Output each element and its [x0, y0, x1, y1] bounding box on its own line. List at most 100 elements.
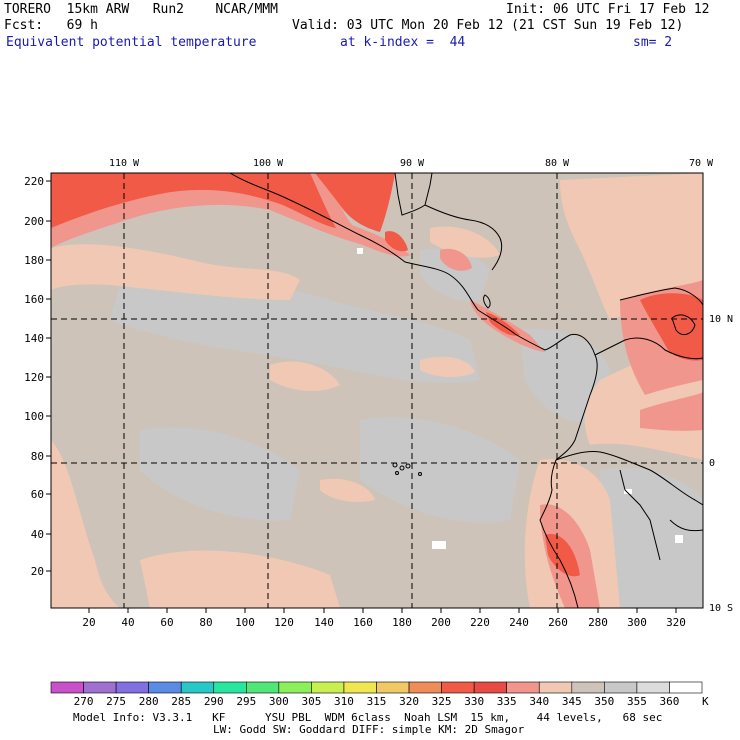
- colorbar-swatch: [180, 681, 215, 694]
- physics-info: LW: Godd SW: Goddard DIFF: simple KM: 2D…: [213, 723, 525, 736]
- colorbar-swatch: [441, 681, 475, 694]
- x-label: 260: [548, 616, 568, 629]
- colorbar-label: 345: [562, 695, 582, 708]
- colorbar-label: 290: [204, 695, 224, 708]
- y-label: 220: [24, 175, 44, 188]
- colorbar-swatch: [311, 681, 345, 694]
- model-title: TORERO 15km ARW Run2 NCAR/MMM: [4, 2, 278, 17]
- colorbar-swatch: [669, 681, 703, 694]
- colorbar-swatch: [571, 681, 605, 694]
- colorbar-label: 285: [171, 695, 191, 708]
- colorbar-label: 355: [627, 695, 647, 708]
- colorbar-label: 320: [399, 695, 419, 708]
- left-ticks: [46, 180, 51, 572]
- light-spots: [357, 248, 683, 549]
- colorbar-swatch: [213, 681, 247, 694]
- colorbar-swatch: [408, 681, 442, 694]
- colorbar-label: 360: [660, 695, 680, 708]
- lon-label: 90 W: [400, 158, 425, 169]
- colorbar-label: 310: [334, 695, 354, 708]
- x-label: 180: [392, 616, 412, 629]
- x-label: 120: [274, 616, 294, 629]
- y-label: 20: [31, 565, 44, 578]
- colorbar-swatch: [343, 681, 377, 694]
- left-axis-labels: 20 40 60 80 100 120 140 160 180 200 220: [24, 175, 44, 578]
- x-label: 320: [666, 616, 686, 629]
- red-core: [51, 173, 703, 577]
- x-label: 280: [588, 616, 608, 629]
- colorbar-label: 275: [106, 695, 126, 708]
- colorbar-label: 305: [301, 695, 321, 708]
- colorbar-label: 280: [139, 695, 159, 708]
- colorbar-label: 335: [497, 695, 517, 708]
- colorbar-label: 340: [529, 695, 549, 708]
- colorbar-swatch: [278, 681, 312, 694]
- colorbar-label: 315: [367, 695, 387, 708]
- y-label: 100: [24, 410, 44, 423]
- y-label: 160: [24, 293, 44, 306]
- x-label: 160: [353, 616, 373, 629]
- x-label: 40: [121, 616, 134, 629]
- plot-frame: [50, 172, 704, 609]
- x-label: 300: [627, 616, 647, 629]
- colorbar-swatch: [246, 681, 280, 694]
- theta-e-field: [51, 173, 703, 608]
- lon-label: 100 W: [253, 158, 284, 169]
- y-label: 40: [31, 528, 44, 541]
- y-label: 60: [31, 488, 44, 501]
- colorbar-swatch: [506, 681, 540, 694]
- colorbar-labels: 270 275 280 285 290 295 300 305 310 315 320 325 330 3…: [74, 695, 680, 708]
- bottom-axis-labels: 20 40 60 80 100 120 140 160 180 200 220 …: [82, 616, 686, 629]
- x-label: 140: [314, 616, 334, 629]
- colorbar-swatch: [83, 681, 117, 694]
- y-label: 120: [24, 371, 44, 384]
- colorbar-swatch: [148, 681, 182, 694]
- x-label: 20: [82, 616, 95, 629]
- lon-label: 70 W: [689, 158, 714, 169]
- colorbar-swatch: [604, 681, 638, 694]
- bottom-ticks: [88, 608, 677, 613]
- lon-label: 80 W: [545, 158, 570, 169]
- colorbar-label: 325: [432, 695, 452, 708]
- colorbar-swatch: [473, 681, 507, 694]
- colorbar-swatch: [538, 681, 573, 694]
- valid-time: Valid: 03 UTC Mon 20 Feb 12 (21 CST Sun …: [292, 18, 684, 33]
- y-label: 200: [24, 215, 44, 228]
- lat-label: 0: [709, 458, 715, 469]
- longitude-labels: 110 W 100 W 90 W 80 W 70 W: [109, 158, 714, 169]
- model-info: Model Info: V3.3.1 KF YSU PBL WDM 6class…: [73, 711, 663, 724]
- x-label: 200: [431, 616, 451, 629]
- lat-label: 10 S: [709, 603, 733, 614]
- y-label: 140: [24, 332, 44, 345]
- x-label: 80: [199, 616, 212, 629]
- x-label: 60: [160, 616, 173, 629]
- lat-label: 10 N: [709, 314, 733, 325]
- graticule: [51, 173, 703, 608]
- smoothing: sm= 2: [633, 35, 673, 50]
- k-index: at k-index = 44: [340, 35, 466, 50]
- colorbar-label: 350: [594, 695, 614, 708]
- colorbar-unit: K: [702, 695, 709, 708]
- y-label: 180: [24, 254, 44, 267]
- colorbar-label: 300: [269, 695, 289, 708]
- forecast-hour: Fcst: 69 h: [4, 18, 98, 33]
- x-label: 100: [235, 616, 255, 629]
- init-time: Init: 06 UTC Fri 17 Feb 12: [506, 2, 710, 17]
- coastlines: [229, 173, 703, 608]
- colorbar-swatch: [50, 681, 84, 694]
- gray-patches: [110, 248, 703, 608]
- colorbar-label: 330: [464, 695, 484, 708]
- x-label: 240: [509, 616, 529, 629]
- colorbar-swatch: [636, 681, 670, 694]
- colorbar: [50, 681, 703, 694]
- field-name: Equivalent potential temperature: [6, 35, 257, 50]
- colorbar-swatch: [115, 681, 149, 694]
- y-label: 80: [31, 450, 44, 463]
- lon-label: 110 W: [109, 158, 140, 169]
- colorbar-label: 295: [236, 695, 256, 708]
- x-label: 220: [470, 616, 490, 629]
- latitude-labels: 10 N 0 10 S: [709, 314, 733, 614]
- colorbar-swatch: [376, 681, 410, 694]
- colorbar-label: 270: [74, 695, 94, 708]
